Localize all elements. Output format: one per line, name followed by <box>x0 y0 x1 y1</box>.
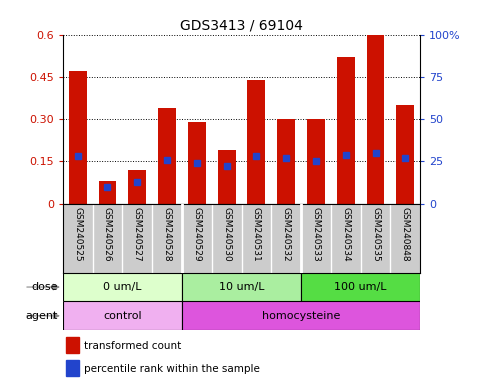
Bar <box>63 273 182 301</box>
Text: dose: dose <box>31 282 58 292</box>
Text: GSM240532: GSM240532 <box>282 207 291 262</box>
Bar <box>247 79 265 204</box>
Text: GSM240531: GSM240531 <box>252 207 261 262</box>
Bar <box>218 150 236 204</box>
Bar <box>337 57 355 204</box>
Bar <box>63 301 182 330</box>
Text: percentile rank within the sample: percentile rank within the sample <box>84 364 260 374</box>
Bar <box>182 301 420 330</box>
Text: 0 um/L: 0 um/L <box>103 282 142 292</box>
Bar <box>301 273 420 301</box>
Text: GSM240535: GSM240535 <box>371 207 380 262</box>
Text: GSM240534: GSM240534 <box>341 207 350 262</box>
Bar <box>188 122 206 204</box>
Text: 10 um/L: 10 um/L <box>219 282 264 292</box>
Text: transformed count: transformed count <box>84 341 182 351</box>
Bar <box>367 35 384 204</box>
Bar <box>182 273 301 301</box>
Bar <box>307 119 325 204</box>
Text: 100 um/L: 100 um/L <box>334 282 387 292</box>
Text: homocysteine: homocysteine <box>262 311 340 321</box>
Text: GSM240527: GSM240527 <box>133 207 142 262</box>
Bar <box>128 170 146 204</box>
Text: GSM240528: GSM240528 <box>163 207 171 262</box>
Text: control: control <box>103 311 142 321</box>
Bar <box>99 181 116 204</box>
Bar <box>277 119 295 204</box>
Text: GSM240525: GSM240525 <box>73 207 82 262</box>
Text: GSM240533: GSM240533 <box>312 207 320 262</box>
Bar <box>66 337 79 353</box>
Title: GDS3413 / 69104: GDS3413 / 69104 <box>180 18 303 32</box>
Text: GSM240526: GSM240526 <box>103 207 112 262</box>
Bar <box>158 108 176 204</box>
Text: GSM240530: GSM240530 <box>222 207 231 262</box>
Bar <box>69 71 86 204</box>
Bar <box>66 360 79 376</box>
Bar <box>397 105 414 204</box>
Text: GSM240848: GSM240848 <box>401 207 410 262</box>
Text: GSM240529: GSM240529 <box>192 207 201 262</box>
Text: agent: agent <box>26 311 58 321</box>
